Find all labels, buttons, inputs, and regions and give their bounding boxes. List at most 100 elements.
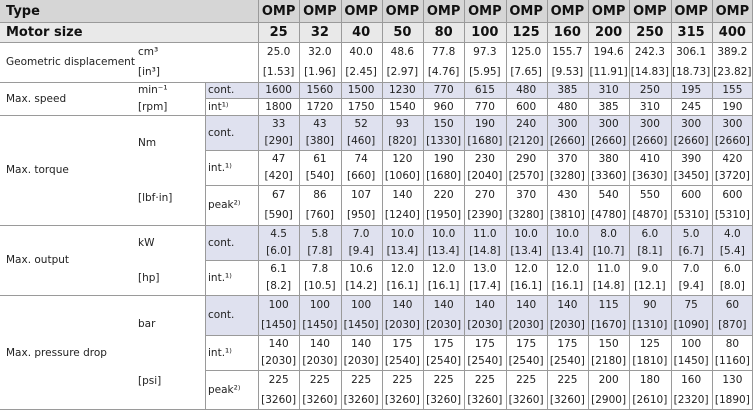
grid-line [423,0,424,410]
value-alt: [2540] [384,355,420,368]
value-alt: [540] [305,170,334,183]
value: 47 [271,152,286,165]
value: 370 [557,152,578,165]
value: 389.2 [717,46,748,58]
value-cell: 190 [1680] [464,115,505,150]
value-alt: [1890] [714,394,750,406]
value: 220 [433,189,454,201]
type-cell: OMP [591,3,626,19]
value: 120 [392,152,413,165]
value: 300 [639,117,660,130]
value-cell: 5.0 [6.7] [671,225,712,260]
value-alt: [16.1] [510,280,542,293]
value-alt: [3260] [467,394,503,406]
value: 225 [557,374,578,386]
grid-line [205,335,753,336]
value-cell: 12.0 [16.1] [382,260,423,295]
value: 225 [268,374,289,386]
value-alt: [1060] [384,170,420,183]
unit: [psi] [138,375,162,388]
value-cell: 100 [1450] [341,295,382,335]
value-alt: [1680] [467,135,503,148]
value: 61 [313,152,327,165]
value: 600 [681,189,702,201]
value-alt: [1.53] [262,66,295,78]
value: 240 [516,117,537,130]
value-cell: 150 [1330] [423,115,464,150]
value-cell: 8.0 [10.7] [588,225,629,260]
value: 9.0 [641,262,659,275]
value-cell: 220 [1950] [423,185,464,225]
value-alt: [1450] [261,319,297,331]
value-alt: [3260] [384,394,420,406]
value-cell: 12.0 [16.1] [547,260,588,295]
value-cell: 306.1 [18.73] [671,42,712,82]
sub-label: cont. [208,126,235,139]
unit: kW [138,236,155,249]
value-cell: 1800 [258,98,299,115]
value-alt: [12.1] [634,280,666,293]
value-cell: 410 [3630] [629,150,670,185]
value-cell: 270 [2390] [464,185,505,225]
value-cell: 7.0 [9.4] [341,225,382,260]
grid-line [205,98,753,99]
unit: [rpm] [138,100,168,113]
value-cell: 190 [712,98,753,115]
unit: [hp] [138,271,160,284]
value-cell: 190 [1680] [423,150,464,185]
value-alt: [2.45] [345,66,377,78]
value-cell: 600 [5310] [671,185,712,225]
value-alt: [5.95] [469,66,501,78]
value-alt: [16.1] [551,280,584,293]
value-cell: 420 [3720] [712,150,753,185]
value-cell: 390 [3450] [671,150,712,185]
value-alt: [13.4] [510,245,542,258]
value-cell: 10.0 [13.4] [423,225,464,260]
value: 8.0 [600,227,617,240]
sub-label: int.¹⁾ [208,346,232,359]
grid-line [205,370,753,371]
value-alt: [2660] [591,135,627,148]
value-cell: 160 [2320] [671,370,712,410]
value-cell: 175 [2540] [547,335,588,370]
value: 125.0 [511,46,542,58]
value: 33 [271,117,286,130]
value-alt: [2030] [426,319,462,331]
value-cell: 80 [1160] [712,335,753,370]
value-cell: 10.0 [13.4] [382,225,423,260]
value: 370 [516,189,537,201]
value-alt: [14.2] [345,280,377,293]
value-alt: [460] [347,135,376,148]
value: 12.0 [555,262,580,275]
value-cell: 77.8 [4.76] [423,42,464,82]
value: 107 [351,189,372,201]
value-cell: 107 [950] [341,185,382,225]
value-cell: 225 [3260] [506,370,547,410]
value: 600 [722,189,743,201]
value-alt: [1670] [591,319,627,331]
value-cell: 155 [712,82,753,98]
value-cell: 194.6 [11.91] [588,42,629,82]
value-cell: 93 [820] [382,115,423,150]
size-cell: 200 [595,24,623,40]
value-alt: [7.8] [307,245,333,258]
value-cell: 770 [464,98,505,115]
value-cell: 33 [290] [258,115,299,150]
value-alt: [3260] [261,394,297,406]
value: 300 [598,117,619,130]
size-cell: 160 [553,24,581,40]
value-alt: [6.0] [266,245,292,258]
value-alt: [2610] [632,394,668,406]
value-alt: [2030] [467,319,503,331]
unit: Nm [138,136,157,149]
value: 6.0 [641,227,659,240]
value-alt: [7.65] [510,66,542,78]
value: 175 [433,337,454,350]
value-alt: [2540] [467,355,503,368]
value: 140 [309,337,330,350]
grid-line [258,0,259,410]
value-alt: [2030] [384,319,420,331]
value-alt: [2040] [467,170,503,183]
value: 80 [725,337,740,350]
value-cell: 370 [3280] [506,185,547,225]
